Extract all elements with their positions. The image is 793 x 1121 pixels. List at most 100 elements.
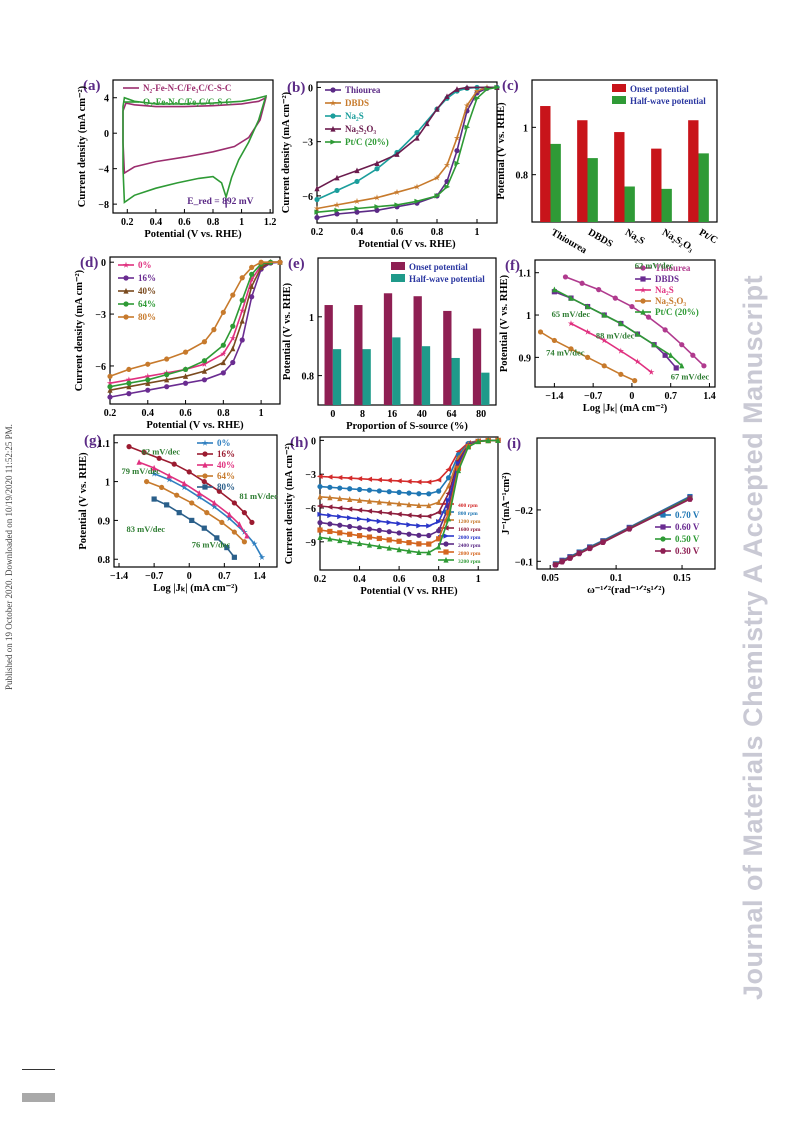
data-point <box>226 511 232 518</box>
chart-panel-9: (i) −0.1 −0.2J⁻¹(mA⁻¹cm²) 0.05 0.1 0.15 ω⁻¹ᐟ²(… <box>501 436 716 596</box>
data-point <box>551 286 557 293</box>
data-point <box>151 464 157 471</box>
legend-entry: O₂-Fe-N-C/Fe₃C/C-S-C <box>143 97 232 107</box>
panel-label: (i) <box>507 436 521 452</box>
data-point <box>445 515 452 522</box>
data-point <box>356 507 363 513</box>
data-point <box>353 197 361 204</box>
data-point <box>334 174 340 181</box>
data-point <box>333 201 341 208</box>
data-point <box>648 368 655 375</box>
x-tick-label: 0 <box>330 409 335 420</box>
legend-marker <box>201 439 209 446</box>
plot-frame <box>534 259 716 388</box>
data-point <box>211 503 218 510</box>
data-point <box>220 359 226 366</box>
data-point <box>366 498 373 504</box>
data-point <box>239 317 245 324</box>
series-line <box>122 96 268 175</box>
legend-marker <box>443 541 449 547</box>
data-point <box>249 271 255 277</box>
data-point <box>453 134 461 141</box>
slope-annotation: 67 mV/dec <box>671 371 710 381</box>
legend-swatch <box>612 84 626 92</box>
data-point <box>626 526 633 532</box>
data-point <box>426 502 432 509</box>
data-point <box>239 337 245 343</box>
data-point <box>107 394 113 400</box>
x-tick-label: 1 <box>475 227 480 238</box>
x-axis-label: Potential (V vs. RHE) <box>146 420 244 431</box>
y-tick-label: −6 <box>95 362 106 373</box>
data-point <box>249 294 255 300</box>
panel-label: (f) <box>505 258 520 274</box>
data-point <box>485 437 491 444</box>
data-point <box>216 488 222 494</box>
data-point <box>629 303 635 310</box>
data-point <box>317 527 323 533</box>
data-point <box>618 371 624 377</box>
data-point <box>436 528 442 534</box>
plot-frame <box>113 434 278 568</box>
data-point <box>376 527 382 533</box>
data-point <box>231 529 237 535</box>
y-tick-label: 0 <box>101 258 106 269</box>
footer-bar <box>22 1093 55 1102</box>
y-tick-label: 1.1 <box>519 269 532 280</box>
data-point <box>347 515 353 521</box>
legend-marker <box>330 113 336 119</box>
legend-marker <box>330 87 336 93</box>
panel-label: (g) <box>84 433 102 449</box>
data-point <box>327 528 333 535</box>
legend-marker <box>202 484 208 490</box>
x-tick-label: 0.4 <box>353 574 366 585</box>
data-point <box>455 467 462 474</box>
x-axis-label: Potential (V vs. RHE) <box>144 229 242 240</box>
bar-onset-potential <box>472 328 482 405</box>
bar-onset-potential <box>324 305 333 405</box>
y-axis-label: Potential (V vs. RHE) <box>282 282 293 380</box>
data-point <box>258 259 264 265</box>
y-tick-label: 1 <box>526 311 531 322</box>
y-tick-label: −3 <box>305 470 316 481</box>
data-point <box>568 295 574 301</box>
data-point <box>126 366 132 373</box>
data-point <box>376 535 382 542</box>
y-tick-label: −3 <box>95 310 106 321</box>
data-point <box>201 358 208 364</box>
data-point <box>258 264 264 270</box>
data-point <box>317 520 323 526</box>
data-point <box>220 342 226 348</box>
data-point <box>224 544 230 551</box>
y-tick-label: 1 <box>523 123 528 134</box>
data-point <box>414 130 420 136</box>
x-tick-label: Thiourea <box>549 227 589 256</box>
data-point <box>201 525 207 531</box>
data-point <box>376 509 382 515</box>
data-point <box>662 327 668 333</box>
legend-entry: 80% <box>138 312 156 322</box>
data-point <box>662 352 668 358</box>
legend-entry: DBDS <box>345 98 369 108</box>
slope-annotation: 62 mV/dec <box>142 446 181 456</box>
legend-entry: 16% <box>138 273 156 283</box>
legend-marker <box>639 286 647 293</box>
data-point <box>186 469 192 475</box>
legend-marker <box>640 265 646 271</box>
chart-panel-3: (c) 0.8 1 Potential (V vs. RHE) ThioureaDBDS… <box>496 78 719 256</box>
data-point <box>356 540 363 547</box>
data-point <box>374 204 381 210</box>
x-tick-label: 0.8 <box>432 574 445 585</box>
panel-label: (c) <box>502 78 519 94</box>
data-point <box>444 93 450 100</box>
x-tick-label: 0.6 <box>393 574 406 585</box>
legend-entry: Half-wave potential <box>630 96 706 106</box>
y-tick-label: −6 <box>302 192 313 203</box>
data-point <box>426 491 432 497</box>
data-point <box>145 377 151 383</box>
data-point <box>337 495 343 502</box>
series-line <box>570 322 652 373</box>
y-tick-label: 0.8 <box>302 372 315 383</box>
bar-half-wave-potential <box>481 372 490 405</box>
data-point <box>414 198 421 204</box>
